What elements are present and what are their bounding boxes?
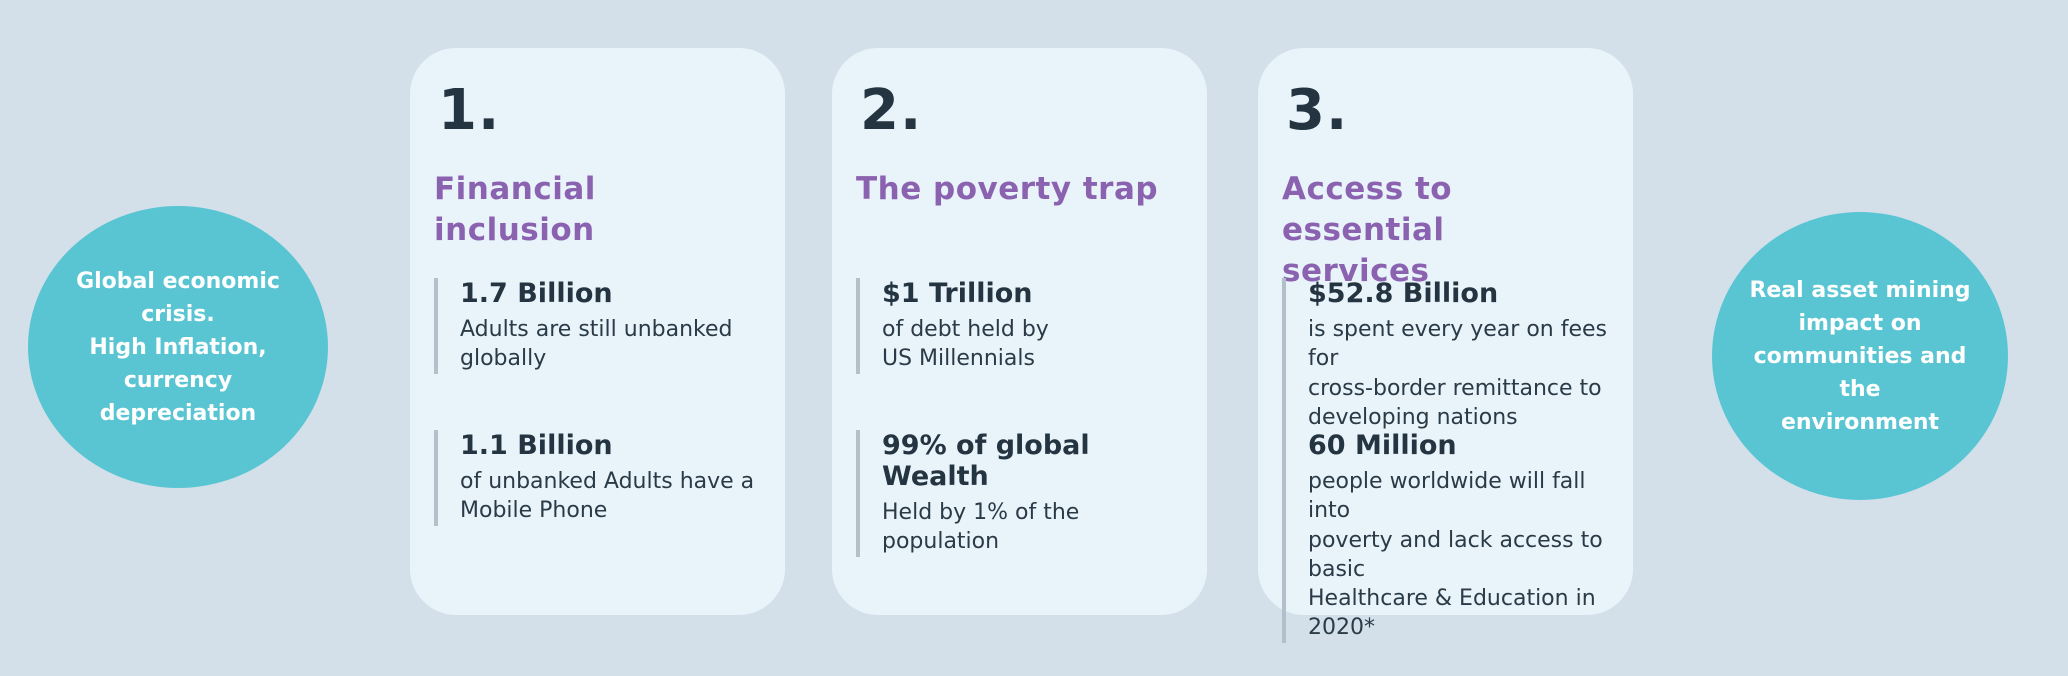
- left-circle-text: Global economic crisis. High Inflation, …: [76, 268, 280, 426]
- stat-description: of debt held by US Millennials: [882, 317, 1049, 372]
- card-title: The poverty trap: [856, 170, 1159, 207]
- stat-value: 1.7 Billion: [460, 278, 613, 309]
- card-poverty-trap: 2. The poverty trap $1 Trillion of debt …: [832, 48, 1207, 615]
- left-context-circle: Global economic crisis. High Inflation, …: [28, 206, 328, 488]
- card-title: Access to essential services: [1282, 170, 1453, 289]
- stat-value: $52.8 Billion: [1308, 278, 1499, 309]
- card-number: 1.: [438, 78, 501, 143]
- stat-block: 60 Million people worldwide will fall in…: [1282, 430, 1609, 643]
- right-context-circle: Real asset mining impact on communities …: [1712, 212, 2008, 500]
- stat-description: Held by 1% of the population: [882, 500, 1080, 555]
- stat-block: $1 Trillion of debt held by US Millennia…: [856, 278, 1183, 374]
- card-number: 3.: [1286, 78, 1349, 143]
- stat-description: of unbanked Adults have a Mobile Phone: [460, 469, 755, 524]
- stat-description: people worldwide will fall into poverty …: [1308, 469, 1603, 641]
- stat-description: Adults are still unbanked globally: [460, 317, 733, 372]
- right-circle-text: Real asset mining impact on communities …: [1749, 277, 1971, 435]
- stat-value: $1 Trillion: [882, 278, 1033, 309]
- stat-description: is spent every year on fees for cross-bo…: [1308, 317, 1607, 430]
- stat-value: 60 Million: [1308, 430, 1457, 461]
- stat-value: 1.1 Billion: [460, 430, 613, 461]
- stat-block: 99% of global Wealth Held by 1% of the p…: [856, 430, 1183, 557]
- stat-block: 1.1 Billion of unbanked Adults have a Mo…: [434, 430, 761, 526]
- card-financial-inclusion: 1. Financial inclusion 1.7 Billion Adult…: [410, 48, 785, 615]
- card-title: Financial inclusion: [434, 170, 596, 248]
- card-access-essential-services: 3. Access to essential services $52.8 Bi…: [1258, 48, 1633, 643]
- stat-block: $52.8 Billion is spent every year on fee…: [1282, 278, 1609, 433]
- stat-value: 99% of global Wealth: [882, 430, 1090, 493]
- stat-block: 1.7 Billion Adults are still unbanked gl…: [434, 278, 761, 374]
- card-number: 2.: [860, 78, 923, 143]
